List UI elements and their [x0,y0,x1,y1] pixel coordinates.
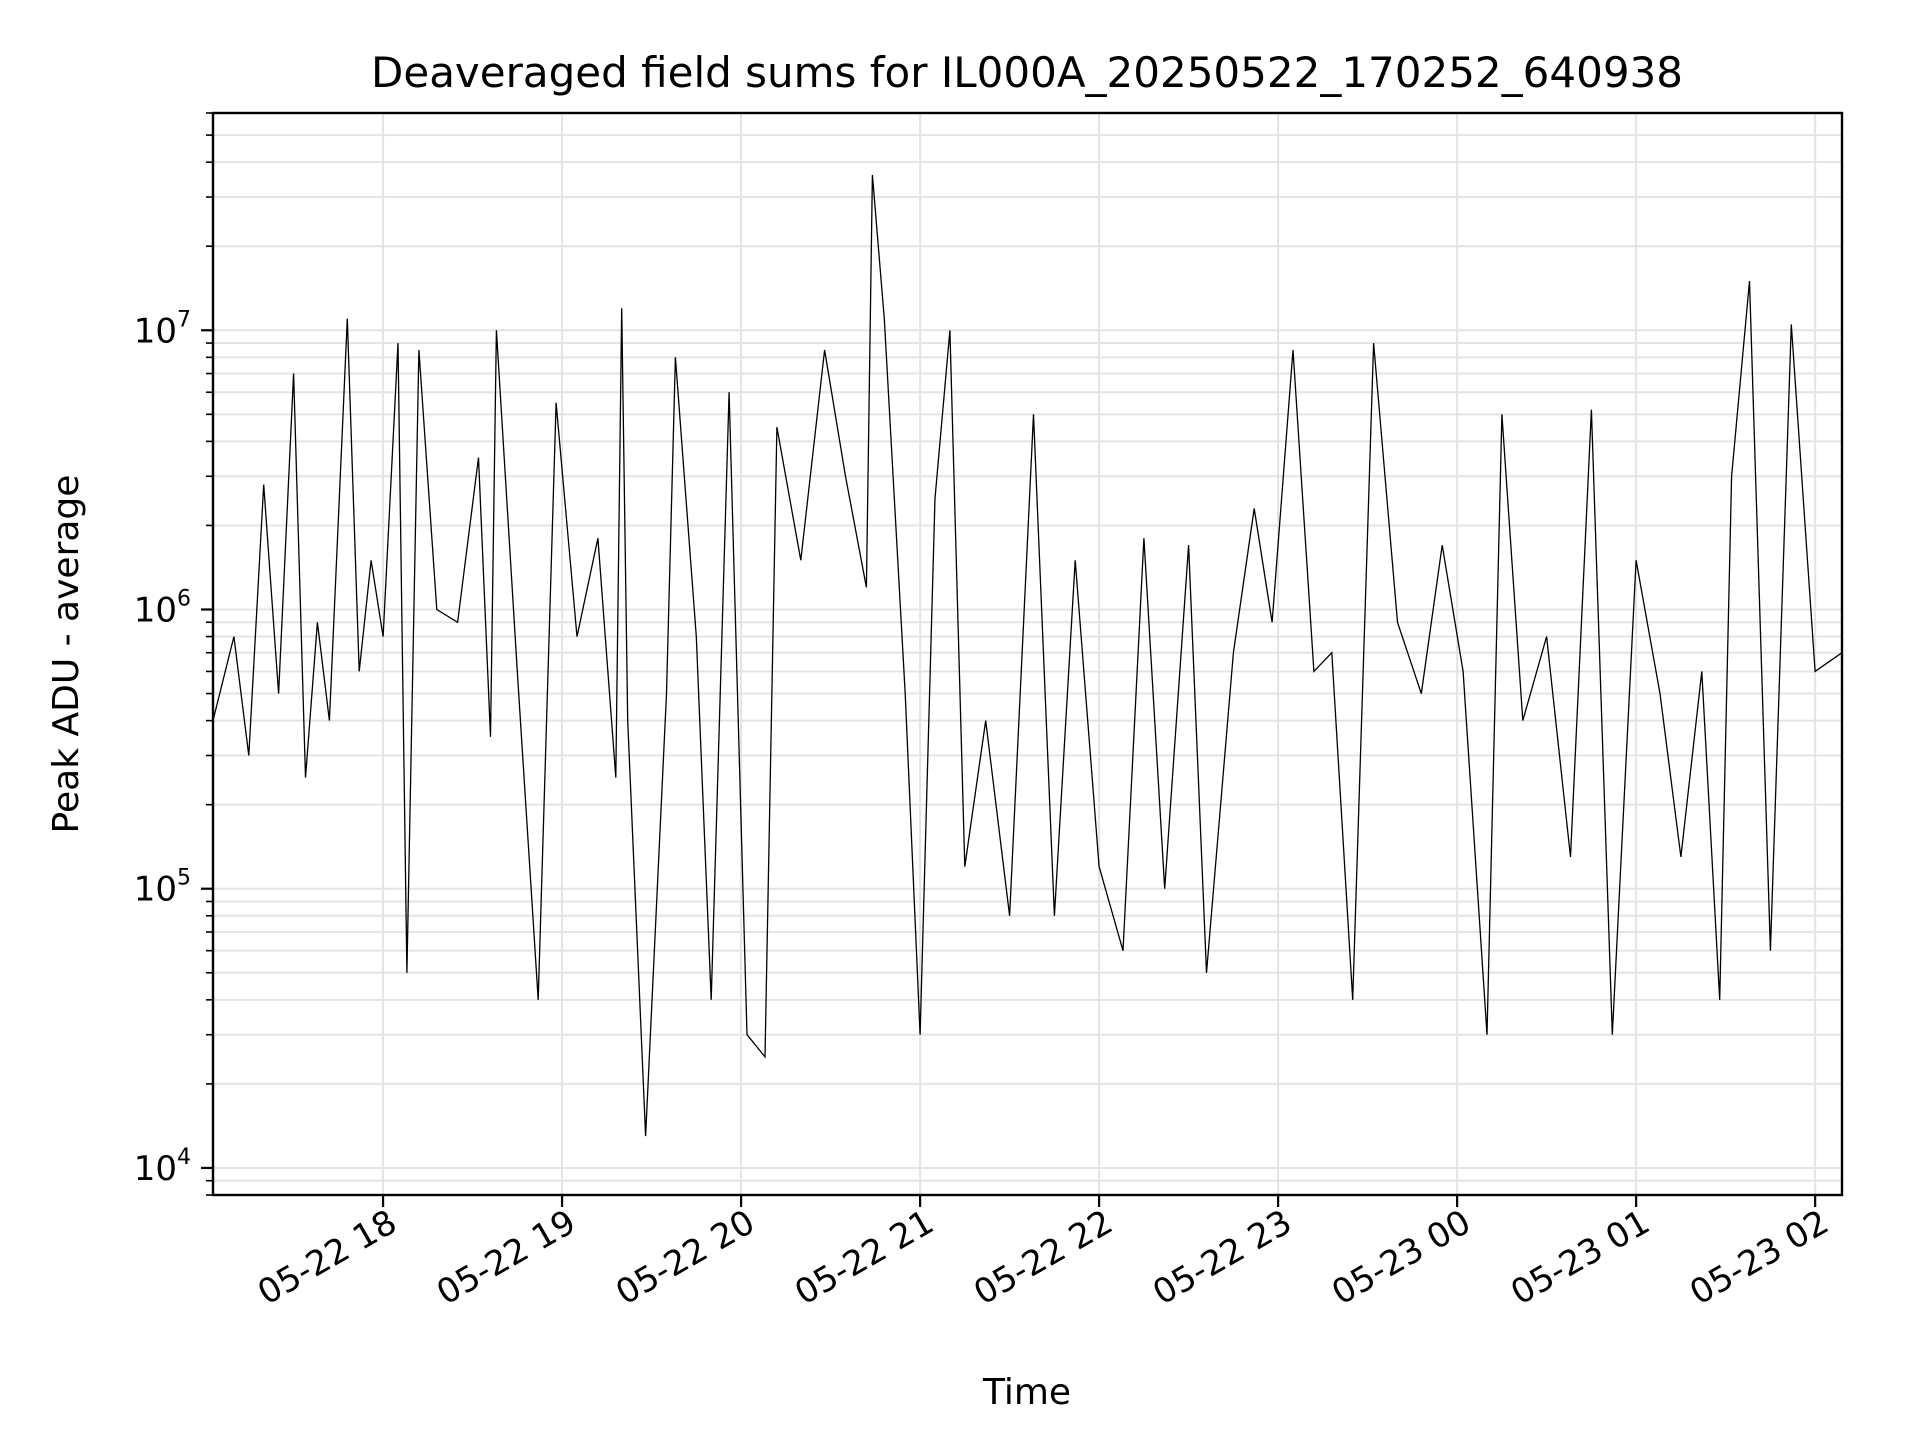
x-tick-label: 05-23 00 [1325,1202,1477,1313]
x-tick-label: 05-23 01 [1504,1202,1656,1313]
y-axis-label: Peak ADU - average [46,475,87,834]
grid [213,112,1842,1196]
x-tick-label: 05-22 22 [967,1202,1119,1313]
y-tick-label: 105 [134,866,191,910]
x-tick-label: 05-22 21 [788,1202,940,1313]
axis-ticks [201,112,1817,1207]
x-tick-label: 05-22 18 [251,1202,403,1313]
y-tick-label: 106 [134,586,191,630]
y-tick-label: 107 [134,307,191,351]
plot-frame [211,111,1844,1197]
x-tick-labels: 05-22 18 05-22 19 05-22 20 05-22 21 05-22 22… [251,1202,1835,1313]
x-tick-label: 05-22 19 [430,1202,582,1313]
series-layer [212,174,1843,1137]
series-line-0 [212,174,1843,1137]
y-tick-label: 104 [134,1145,191,1189]
x-axis-label: Time [982,1372,1071,1413]
x-tick-label: 05-23 02 [1683,1202,1835,1313]
x-tick-label: 05-22 20 [609,1202,761,1313]
chart-title: Deaveraged field sums for IL000A_2025052… [371,48,1683,97]
y-tick-labels: 104 105 106 107 [134,307,191,1189]
x-tick-label: 05-22 23 [1146,1202,1298,1313]
